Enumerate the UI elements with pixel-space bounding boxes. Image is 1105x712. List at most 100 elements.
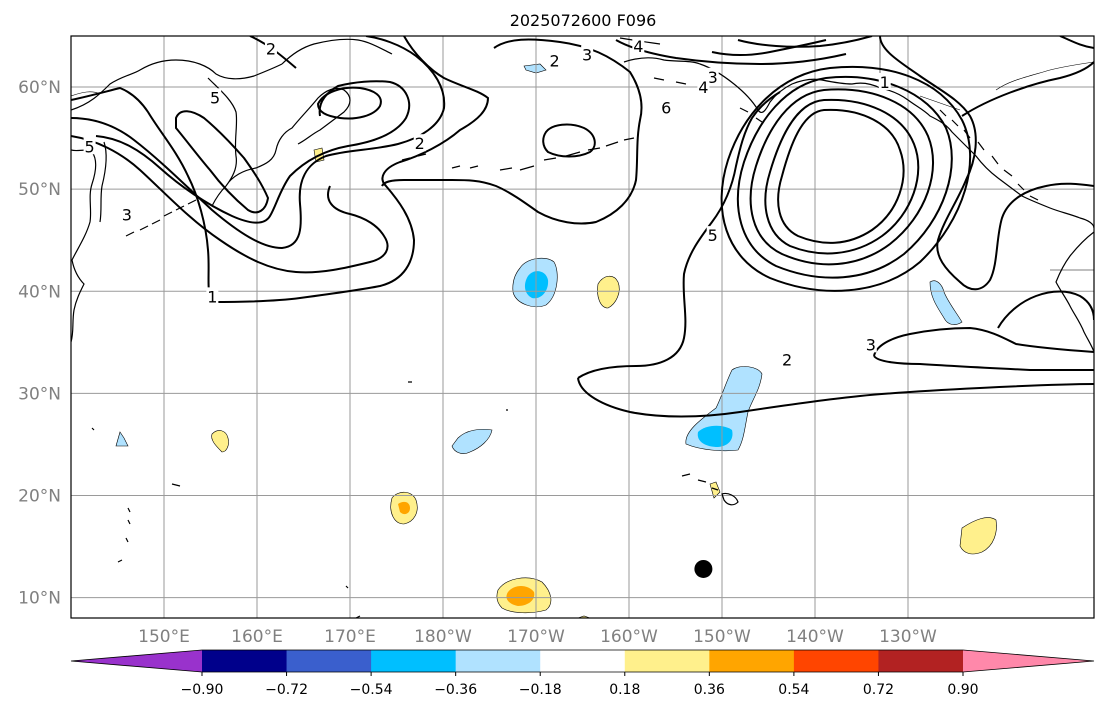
map-title: 2025072600 F096 [510,11,657,30]
contour-label: 3 [708,68,718,87]
contour-ring-4 [749,88,935,266]
contour-label: 3 [866,335,876,354]
colorbar-tick-label: 0.36 [694,682,725,698]
shaded-anomaly-regions [115,63,997,618]
contour-2-small-central [542,123,596,158]
map-frame [70,35,1095,619]
colorbar-extend-high [963,650,1094,672]
contour-label-background [581,45,594,63]
alaska-canada-border [879,36,1094,271]
latitude-tick-label: 40°N [18,282,61,302]
colorbar-bin [878,650,964,672]
colorbar-bin [371,650,457,672]
storm-location-marker [694,559,713,578]
contour-label-background [548,51,561,69]
colorbar-tick-label: 0.72 [863,682,894,698]
contour-label: 1 [880,73,890,92]
colorbar-bin [202,650,288,672]
pacific-small-islands [91,381,508,618]
colorbar-bin [455,650,541,672]
contour-label: 2 [266,39,276,58]
contour-label-background [781,350,794,368]
contour-2-east [873,326,1094,372]
colorbar-extend-low [71,650,202,672]
asia-coastline [71,38,393,343]
contour-label: 1 [207,287,217,306]
map-background [71,36,1094,618]
contour-5-small-asia [316,86,382,120]
longitude-tick-label: 130°W [879,627,937,647]
contour-label: 4 [633,37,643,56]
contour-label-background [120,205,133,223]
contour-label: 2 [782,351,792,370]
kuril-islands [125,199,197,237]
colorbar-tick-label: 0.54 [778,682,809,698]
colorbar-tick-label: 0.90 [947,682,978,698]
contour-ring-6 [777,108,905,244]
latitude-tick-label: 20°N [18,486,61,506]
contour-label-background [878,72,891,90]
longitude-tick-label: 160°E [231,627,283,647]
contour-label-background [206,287,219,305]
contour-label: 4 [698,78,708,97]
moderate-positive-anomaly-patch [398,501,410,515]
contour-2-central [381,38,643,225]
contour-2-north-east [1059,36,1094,49]
longitude-tick-label: 160°W [600,627,658,647]
longitude-tick-label: 180°W [414,627,472,647]
longitude-tick-labels: 150°E 160°E 170°E 180°W 170°W 160°W 150°W 140°W… [138,627,937,647]
latitude-tick-labels: 60°N 50°N 40°N 30°N 20°N 10°N [18,78,61,609]
colorbar-tick-label: −0.90 [181,682,224,698]
contour-1-south-east [577,377,1094,418]
negative-anomaly-patch [115,431,129,447]
hawaii-islands [681,473,739,506]
contour-5-asia [175,110,270,214]
colorbar: −0.90 −0.72 −0.54 −0.36 −0.18 0.18 0.36 0.54 0.7… [70,649,1095,698]
colorbar-tick-label: −0.54 [350,682,393,698]
negative-anomaly-patch [523,63,547,74]
contour-4-asia [95,80,411,224]
positive-anomaly-patch [709,481,721,499]
colorbar-bin [286,650,372,672]
contour-label: 3 [582,45,592,64]
positive-anomaly-patch [211,430,229,453]
contour-label: 5 [708,226,718,245]
colorbar-tick-label: 0.18 [609,682,640,698]
north-america-west-coast [1055,231,1094,353]
contour-label-background [209,88,222,106]
sakhalin-coast [99,141,107,223]
contour-2-north-central [615,39,847,66]
latitude-tick-label: 50°N [18,180,61,200]
contour-label: 5 [210,88,220,107]
contour-4-north-central [737,36,873,48]
contour-1-east [577,36,1094,379]
contour-label-background [83,137,96,155]
negative-anomaly-patch [451,428,493,454]
contour-label: 2 [550,52,560,71]
contour-label-background [264,39,277,57]
contour-label-background [660,98,673,116]
colorbar-tick-label: −0.72 [265,682,308,698]
colorbar-bin [540,650,626,672]
contour-label-background [706,226,719,244]
positive-anomaly-patch [597,275,620,309]
contour-label: 5 [85,137,95,156]
contour-ring-2 [720,65,972,292]
contour-3-asia [71,135,389,274]
longitude-tick-label: 150°W [693,627,751,647]
moderate-positive-anomaly-patch [506,586,535,606]
contour-label-background [632,37,645,55]
contour-3-north-central [711,39,827,56]
contour-label: 2 [415,134,425,153]
contour-lines [71,36,1094,418]
contour-label: 6 [661,98,671,117]
graticule [71,36,1094,618]
latitude-tick-label: 30°N [18,384,61,404]
contour-3-east [997,290,1094,329]
contour-label-background [864,335,877,353]
longitude-tick-label: 170°W [507,627,565,647]
colorbar-bin [624,650,710,672]
